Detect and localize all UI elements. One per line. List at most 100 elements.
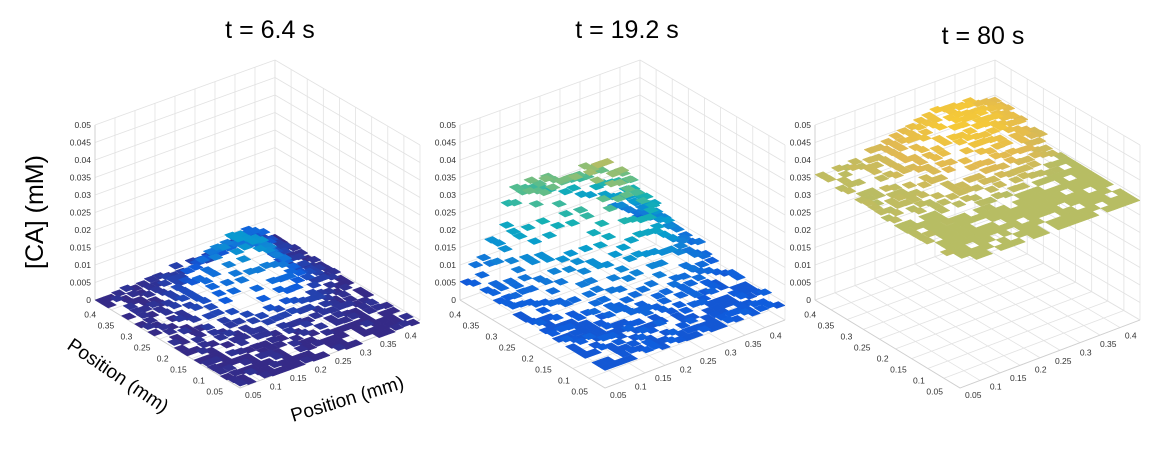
surface-patch xyxy=(891,193,908,202)
surface-patch xyxy=(521,187,538,195)
surface-patch xyxy=(690,273,707,282)
surface-patch xyxy=(230,235,247,243)
surface-patch xyxy=(161,327,178,336)
z-tick-label: 0.045 xyxy=(435,138,457,148)
surface-patch xyxy=(586,307,602,316)
surface-patch xyxy=(638,345,655,354)
surface-patch xyxy=(206,269,222,278)
surface-patch xyxy=(761,301,778,309)
surface-patch xyxy=(948,116,965,124)
surface-patch xyxy=(620,324,637,332)
surface-patch xyxy=(245,237,262,246)
surface-patch xyxy=(1008,176,1024,184)
z-tick-label: 0.04 xyxy=(74,155,91,165)
surface-patch xyxy=(582,277,599,285)
surface-patch xyxy=(682,279,699,287)
surface-patch xyxy=(672,241,689,250)
surface-patch xyxy=(331,343,347,351)
surface-patch xyxy=(271,285,288,294)
surface-patch xyxy=(237,358,254,366)
x-tick-label: 0.2 xyxy=(1035,364,1047,374)
x-tick-label: 0.25 xyxy=(335,356,352,366)
surface-patch xyxy=(990,191,1007,200)
x-tick-label: 0.35 xyxy=(380,339,397,349)
surface-patch xyxy=(323,273,340,281)
y-tick-label: 0.35 xyxy=(98,321,115,331)
surface-patch xyxy=(628,269,645,277)
surface-patch xyxy=(199,323,216,331)
surface-patch xyxy=(179,266,196,275)
surface-patch xyxy=(886,216,903,224)
x-tick-label: 0.1 xyxy=(270,381,282,391)
z-tick-label: 0.05 xyxy=(794,120,811,130)
surface-patch xyxy=(989,142,1006,150)
surface-patch xyxy=(187,263,204,271)
surface-patch xyxy=(705,282,722,290)
surface-patch xyxy=(274,260,291,269)
z-tick-label: 0.05 xyxy=(439,120,456,130)
surface-patch xyxy=(991,180,1008,189)
surface-patch xyxy=(722,309,739,318)
surface-patch xyxy=(127,284,144,292)
surface-patch xyxy=(973,199,990,207)
z-tick-label: 0.03 xyxy=(794,190,811,200)
surface-patch xyxy=(993,123,1009,131)
surface-patch xyxy=(998,138,1014,147)
y-tick-label: 0.2 xyxy=(157,354,169,364)
surface-patch xyxy=(592,241,609,249)
surface-patch xyxy=(206,328,223,337)
surface-patch xyxy=(508,281,525,290)
surface-patch xyxy=(194,255,211,264)
surface-patch xyxy=(213,367,229,375)
surface-patch xyxy=(835,176,852,184)
surface-patch xyxy=(312,322,329,330)
surface-patch xyxy=(538,174,554,183)
surface-patch xyxy=(756,288,773,296)
surface-patch xyxy=(238,310,255,318)
surface-patch xyxy=(528,200,545,208)
surface-patch xyxy=(289,276,306,284)
surface-patch xyxy=(569,257,586,266)
x-tick-label: 0.4 xyxy=(770,330,782,340)
surface-patch xyxy=(363,298,380,306)
surface-patch xyxy=(265,335,282,344)
z-tick-label: 0.015 xyxy=(435,243,457,253)
surface-patch xyxy=(135,311,152,319)
surface-patch xyxy=(603,179,620,188)
surface-patch xyxy=(958,194,975,203)
surface-patch xyxy=(736,308,753,316)
surface-patch xyxy=(558,335,575,343)
z-axis-label: [CA] (mM) xyxy=(21,155,49,269)
surface-patch xyxy=(937,138,954,147)
surface-patch xyxy=(566,296,583,304)
surface-patch xyxy=(221,364,238,372)
x-tick-label: 0.1 xyxy=(635,381,647,391)
surface-patch xyxy=(696,325,712,333)
surface-patch xyxy=(581,332,598,341)
surface-patch xyxy=(623,346,640,354)
z-tick-label: 0.025 xyxy=(790,208,812,218)
z-tick-label: 0.01 xyxy=(74,260,91,270)
surface-patch xyxy=(940,165,957,174)
z-tick-label: 0.005 xyxy=(70,278,92,288)
surface-patch xyxy=(633,333,650,341)
surface-patch xyxy=(1014,136,1031,144)
surface-patch xyxy=(577,244,594,253)
surface-patch xyxy=(305,255,322,264)
surface-patch xyxy=(286,339,303,347)
surface-patch xyxy=(253,351,270,360)
surface-patch xyxy=(643,326,660,334)
surface-patch xyxy=(684,264,701,273)
surface-patch xyxy=(649,292,666,300)
surface-patch xyxy=(686,300,702,308)
surface-patch xyxy=(337,283,354,291)
surface-patch xyxy=(672,291,689,299)
surface-patch xyxy=(189,335,206,344)
surface-patch xyxy=(549,221,566,230)
surface-patch xyxy=(488,257,505,266)
surface-patch xyxy=(581,290,597,298)
surface-patch xyxy=(927,153,944,162)
surface-patch xyxy=(1035,150,1052,159)
surface-patch xyxy=(666,280,683,288)
surface-patch xyxy=(588,182,605,191)
